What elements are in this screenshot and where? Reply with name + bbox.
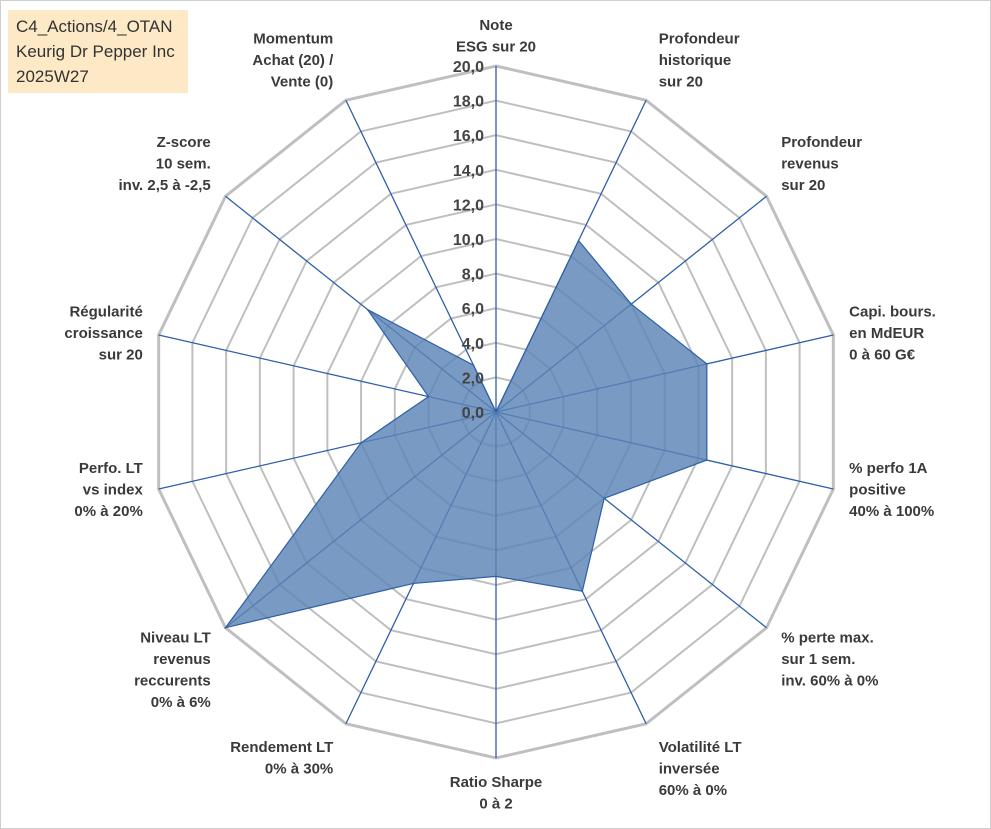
data-point xyxy=(581,590,584,593)
axis-label-line: 0% à 6% xyxy=(151,694,211,711)
info-box: C4_Actions/4_OTAN Keurig Dr Pepper Inc 2… xyxy=(8,10,188,93)
tick-label: 0,0 xyxy=(462,405,484,422)
axis-label: Niveau LT revenus reccurents 0% à 6% xyxy=(134,629,211,711)
data-point xyxy=(412,582,415,585)
axis-label: Profondeur historique sur 20 xyxy=(659,30,740,90)
axis-label-line: sur 20 xyxy=(659,73,703,90)
axis-label-line: 0 à 60 G€ xyxy=(849,346,916,363)
axis-label-line: Rendement LT xyxy=(230,739,333,756)
data-point xyxy=(630,303,633,305)
axis-label: Z-score 10 sem. inv. 2,5 à -2,5 xyxy=(119,134,211,194)
tick-label: 6,0 xyxy=(462,301,484,318)
info-week: 2025W27 xyxy=(16,67,89,86)
radar-series xyxy=(224,239,708,629)
axis-label-line: sur 20 xyxy=(99,346,143,363)
axis-label: Perfo. LT vs index 0% à 20% xyxy=(74,460,143,520)
axis-label: Volatilité LT inversée 60% à 0% xyxy=(659,739,742,799)
axis-label-line: vs index xyxy=(83,482,144,499)
axis-label-line: Profondeur xyxy=(781,134,862,151)
series-area xyxy=(224,239,708,629)
tick-label: 12,0 xyxy=(453,197,484,214)
axis-label-line: Capi. bours. xyxy=(849,303,936,320)
axis-label-line: sur 20 xyxy=(781,177,825,194)
axis-label-line: inv. 60% à 0% xyxy=(781,672,878,689)
axis-label-line: Profondeur xyxy=(659,30,740,47)
data-point xyxy=(224,626,227,629)
axis-label-line: Achat (20) / xyxy=(252,52,334,69)
radial-tick-labels: 0,0 2,0 4,0 6,0 8,0 10,0 12,0 14,0 16,0 18,0 20,0 xyxy=(453,59,484,422)
axis-label-line: sur 1 sem. xyxy=(781,651,855,668)
axis-label-line: % perte max. xyxy=(781,629,874,646)
axis-label-line: Momentum xyxy=(253,30,333,47)
data-point xyxy=(495,575,497,578)
axis-label-line: 10 sem. xyxy=(156,156,211,173)
axis-label: Momentum Achat (20) / Vente (0) xyxy=(252,30,334,90)
axis-category-labels: Note ESG sur 20 Profondeur historique sur 20… xyxy=(64,17,935,813)
data-point xyxy=(577,239,580,242)
axis-label: Capi. bours. en MdEUR 0 à 60 G€ xyxy=(849,303,936,363)
data-point xyxy=(360,441,362,444)
axis-label-line: 0 à 2 xyxy=(479,796,512,813)
axis-label-line: Volatilité LT xyxy=(659,739,742,756)
axis-label-line: reccurents xyxy=(134,672,211,689)
axis-label: % perte max. sur 1 sem. inv. 60% à 0% xyxy=(781,629,878,689)
tick-label: 16,0 xyxy=(453,128,484,145)
axis-label-line: croissance xyxy=(64,325,142,342)
data-point xyxy=(427,395,430,398)
tick-label: 14,0 xyxy=(453,163,484,180)
axis-label-line: 40% à 100% xyxy=(849,503,934,520)
data-point xyxy=(366,308,369,311)
axis-label-line: 60% à 0% xyxy=(659,782,727,799)
data-point xyxy=(472,364,475,367)
axis-spoke xyxy=(345,99,497,413)
axis-label-line: Note xyxy=(479,17,512,34)
axis-label-line: 0% à 30% xyxy=(265,761,333,778)
info-company: Keurig Dr Pepper Inc xyxy=(16,42,175,61)
axis-label-line: revenus xyxy=(781,156,839,173)
axis-label-line: 0% à 20% xyxy=(74,503,142,520)
info-strategy: C4_Actions/4_OTAN xyxy=(16,17,173,36)
axis-label-line: historique xyxy=(659,52,732,69)
data-point xyxy=(495,411,497,413)
tick-label: 8,0 xyxy=(462,267,484,284)
axis-label: Régularité croissance sur 20 xyxy=(64,303,142,363)
axis-label-line: Niveau LT xyxy=(140,629,211,646)
axis-label-line: en MdEUR xyxy=(849,325,924,342)
axis-label-line: Régularité xyxy=(69,303,142,320)
axis-label-line: inversée xyxy=(659,761,720,778)
axis-label-line: inv. 2,5 à -2,5 xyxy=(119,177,211,194)
tick-label: 18,0 xyxy=(453,94,484,111)
axis-label: Ratio Sharpe 0 à 2 xyxy=(450,774,543,813)
axis-label-line: revenus xyxy=(153,651,211,668)
axis-label-line: ESG sur 20 xyxy=(456,39,536,56)
axis-label: Profondeur revenus sur 20 xyxy=(781,134,862,194)
tick-label: 2,0 xyxy=(462,370,484,387)
axis-label-line: % perfo 1A xyxy=(849,460,928,477)
axis-label: % perfo 1A positive 40% à 100% xyxy=(849,460,934,520)
axis-label-line: Vente (0) xyxy=(271,73,334,90)
axis-label-line: positive xyxy=(849,482,906,499)
data-point xyxy=(603,497,606,500)
axis-label-line: Z-score xyxy=(157,134,211,151)
tick-label: 4,0 xyxy=(462,336,484,353)
data-point xyxy=(706,363,708,365)
axis-label-line: Perfo. LT xyxy=(79,460,143,477)
axis-label: Note ESG sur 20 xyxy=(456,17,536,56)
tick-label: 20,0 xyxy=(453,59,484,76)
axis-label: Rendement LT 0% à 30% xyxy=(230,739,333,778)
axis-label-line: Ratio Sharpe xyxy=(450,774,543,791)
data-point xyxy=(706,459,708,461)
tick-label: 10,0 xyxy=(453,232,484,249)
